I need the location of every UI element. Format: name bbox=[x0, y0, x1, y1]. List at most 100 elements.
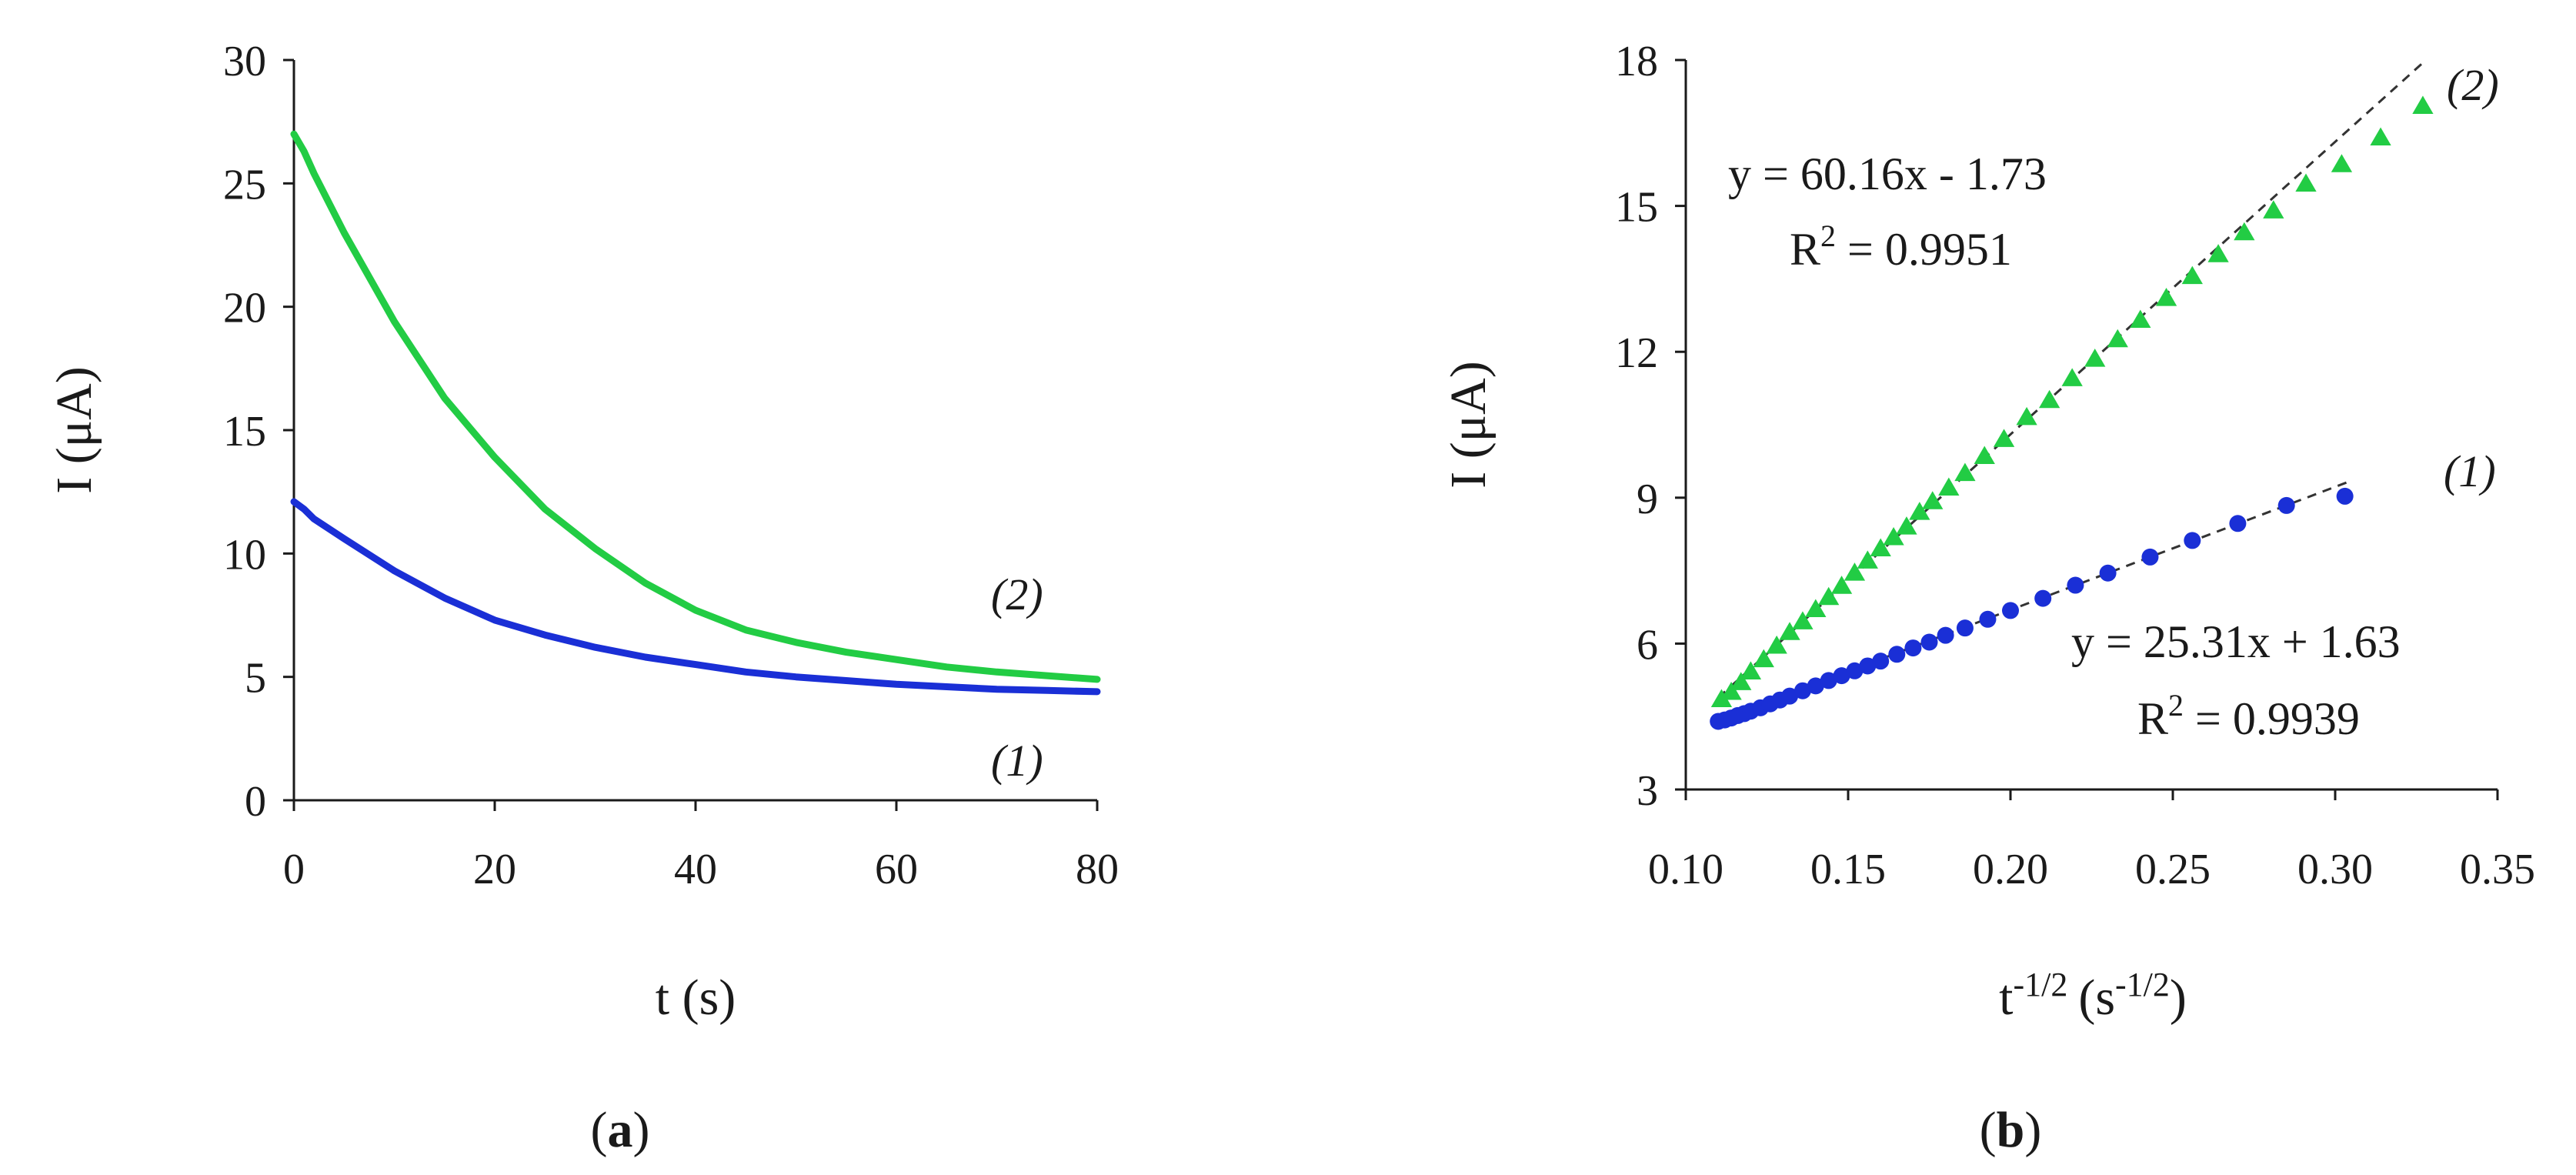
panel-b-fit-1-r2-label: R bbox=[2137, 693, 2168, 744]
panel-b-point-series-1 bbox=[2002, 602, 2019, 619]
panel-b-fit-2-equation: y = 60.16x - 1.73 bbox=[1728, 149, 2047, 199]
panel-b-label-letter: b bbox=[1997, 1102, 2025, 1158]
panel-b-point-series-1 bbox=[2277, 496, 2295, 514]
panel-b-point-series-2 bbox=[2295, 173, 2317, 192]
panel-b-y-axis-title: I (μA) bbox=[1440, 361, 1497, 488]
panel-b-point-series-1 bbox=[1859, 657, 1877, 675]
panel-a-x-tick-label: 80 bbox=[1076, 846, 1119, 893]
panel-a-label: (a) bbox=[591, 1102, 650, 1158]
panel-b-fit-1-r2: R2 = 0.9939 bbox=[2137, 688, 2360, 744]
panel-a-series-label-2: (2) bbox=[991, 569, 1043, 619]
panel-a-y-tick-label: 15 bbox=[223, 408, 266, 456]
panel-b-point-series-1 bbox=[1846, 662, 1864, 679]
panel-b-point-series-2 bbox=[2039, 389, 2060, 409]
panel-b-x-tick-label: 0.20 bbox=[1973, 846, 2048, 893]
panel-b-point-series-1 bbox=[1781, 687, 1799, 705]
panel-b-x-title-close: ) bbox=[2170, 970, 2187, 1026]
panel-b-point-series-2 bbox=[1740, 661, 1762, 679]
panel-a-y-axis-title: I (μA) bbox=[46, 366, 102, 493]
panel-a-label-letter: a bbox=[608, 1102, 633, 1158]
panel-b-point-series-2 bbox=[2130, 309, 2151, 329]
panel-b-fit-1-r2-value: = 0.9939 bbox=[2184, 693, 2360, 744]
panel-a-series-line-2 bbox=[290, 130, 1101, 683]
panel-b-point-series-2 bbox=[2155, 288, 2177, 306]
panel-b-point-series-1 bbox=[1904, 639, 1922, 657]
panel-b-point-series-2 bbox=[1844, 562, 1866, 581]
panel-b-point-series-1 bbox=[1979, 610, 1997, 628]
panel-a-y-tick-label: 20 bbox=[223, 285, 266, 332]
panel-b-point-series-1 bbox=[1807, 677, 1824, 695]
panel-b-x-tick-label: 0.30 bbox=[2297, 846, 2373, 893]
panel-b-point-series-2 bbox=[1909, 502, 1930, 520]
panel-b-point-series-2 bbox=[1993, 429, 2015, 447]
panel-a-series-label-1: (1) bbox=[991, 736, 1043, 786]
panel-b-point-series-2 bbox=[1974, 446, 1995, 464]
panel-a-label-close: ) bbox=[633, 1102, 650, 1158]
panel-b-label-close: ) bbox=[2024, 1102, 2041, 1158]
panel-b-x-tick-label: 0.10 bbox=[1648, 846, 1723, 893]
panel-b-point-series-2 bbox=[2084, 349, 2106, 367]
panel-b-x-title-t-exp: -1/2 bbox=[2013, 966, 2067, 1003]
panel-a-y-tick-label: 25 bbox=[223, 161, 266, 209]
panel-b-point-series-1 bbox=[2336, 487, 2354, 505]
panel-b-point-series-2 bbox=[2234, 222, 2255, 241]
panel-b-fit-2-r2-label: R bbox=[1790, 224, 1820, 275]
panel-b-point-series-2 bbox=[1710, 689, 1733, 707]
panel-b-y-tick-label: 6 bbox=[1637, 621, 1658, 669]
panel-b-point-series-2 bbox=[1896, 516, 1917, 535]
panel-b-point-series-2 bbox=[1792, 611, 1814, 629]
panel-b-point-series-2 bbox=[2181, 265, 2203, 285]
panel-b-point-series-2 bbox=[1830, 576, 1853, 594]
panel-a-x-tick-label: 20 bbox=[473, 846, 516, 893]
panel-b-point-series-2 bbox=[1730, 672, 1752, 690]
panel-b-point-series-2 bbox=[2370, 127, 2391, 146]
panel-b-point-series-1 bbox=[2229, 515, 2247, 532]
panel-b-y-tick-label: 9 bbox=[1637, 476, 1658, 523]
panel-b-x-axis-title: t-1/2 (s-1/2) bbox=[1999, 966, 2187, 1026]
panel-b-point-series-2 bbox=[1870, 538, 1891, 557]
panel-a-series bbox=[290, 130, 1101, 696]
panel-b-y-tick-label: 3 bbox=[1637, 767, 1658, 815]
panel-a-x-tick-label: 0 bbox=[283, 846, 305, 893]
panel-b-x-tick-label: 0.35 bbox=[2460, 846, 2535, 893]
panel-b-series bbox=[1710, 95, 2434, 730]
panel-b-point-series-1 bbox=[1920, 633, 1938, 651]
panel-b-fit-2-r2: R2 = 0.9951 bbox=[1790, 219, 2012, 275]
panel-b-label: (b) bbox=[1980, 1102, 2042, 1158]
panel-b-point-series-1 bbox=[2141, 548, 2159, 566]
panel-b-point-series-1 bbox=[1937, 626, 1954, 644]
panel-b-point-series-1 bbox=[1794, 682, 1811, 699]
panel-b-point-series-2 bbox=[2412, 95, 2434, 114]
panel-a-label-open: ( bbox=[591, 1102, 608, 1158]
panel-a-y-tick-label: 0 bbox=[245, 778, 266, 826]
panel-b-point-series-1 bbox=[2184, 532, 2201, 549]
panel-b-ticks: 3 6 9 12 15 18 0.10 0.15 0.20 0.25 0.30 0.35 bbox=[1615, 38, 2535, 893]
panel-b-point-series-1 bbox=[1820, 672, 1837, 689]
panel-b-point-series-2 bbox=[1720, 681, 1742, 700]
panel-b-point-series-2 bbox=[2263, 200, 2284, 219]
panel-b-point-series-2 bbox=[1954, 462, 1976, 482]
panel-a-x-axis-title: t (s) bbox=[656, 970, 736, 1026]
panel-b-point-series-1 bbox=[1956, 619, 1974, 637]
panel-b-fit-1-equation: y = 25.31x + 1.63 bbox=[2071, 616, 2401, 667]
panel-b-point-series-2 bbox=[1857, 550, 1878, 569]
panel-b-point-series-1 bbox=[2067, 576, 2084, 594]
panel-b-point-series-2 bbox=[2107, 329, 2128, 348]
panel-b-x-title-s-exp: -1/2 bbox=[2115, 966, 2170, 1003]
panel-b-point-series-2 bbox=[1938, 477, 1960, 496]
panel-b-point-series-1 bbox=[1872, 653, 1890, 670]
panel-b-series-label-1: (1) bbox=[2444, 446, 2496, 496]
panel-b-point-series-1 bbox=[2099, 564, 2117, 582]
panel-b-fit-2-r2-value: = 0.9951 bbox=[1836, 224, 2012, 275]
panel-b-point-series-1 bbox=[2034, 589, 2052, 607]
panel-b-point-series-2 bbox=[1779, 622, 1800, 640]
panel-b-point-series-2 bbox=[1753, 649, 1774, 668]
panel-b-point-series-2 bbox=[1805, 599, 1827, 618]
panel-b-x-tick-label: 0.15 bbox=[1810, 846, 1886, 893]
panel-b-point-series-2 bbox=[2331, 154, 2353, 172]
panel-a-y-tick-label: 5 bbox=[245, 655, 266, 703]
panel-b-point-series-2 bbox=[1883, 526, 1904, 546]
panel-b-point-series-2 bbox=[2061, 368, 2083, 386]
panel-b-point-series-1 bbox=[1888, 646, 1906, 663]
